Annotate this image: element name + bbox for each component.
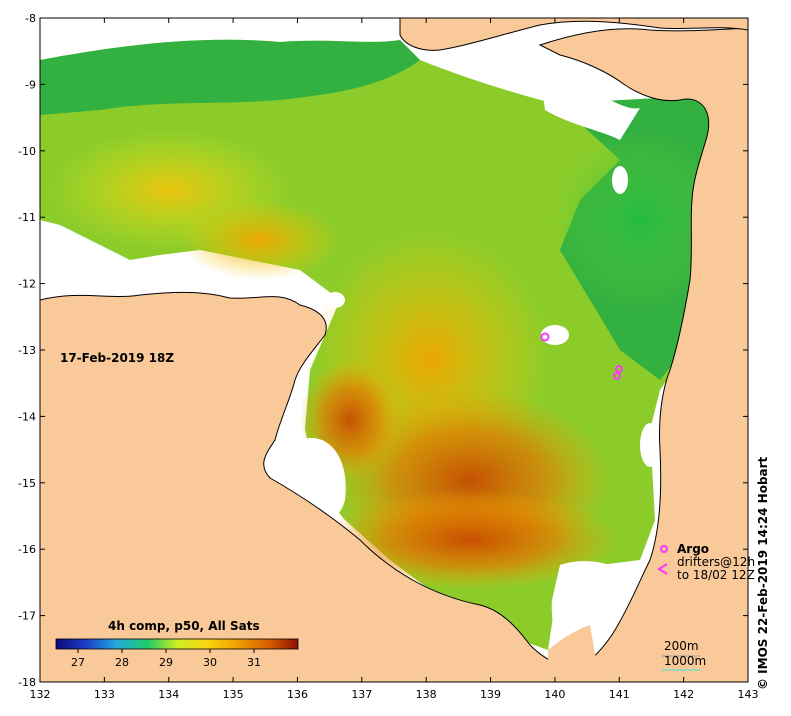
- lat-tick-label: -15: [18, 477, 36, 490]
- argo-legend-label: Argo: [677, 542, 709, 556]
- lon-tick-label: 132: [30, 688, 51, 701]
- lat-tick-label: -8: [25, 12, 36, 25]
- drifter-arrow-icon: [657, 563, 668, 575]
- lon-tick-label: 135: [223, 688, 244, 701]
- lat-tick-label: -12: [18, 278, 36, 291]
- lat-tick-label: -17: [18, 610, 36, 623]
- colorbar-label: 30: [203, 656, 217, 669]
- colorbar-label: 28: [115, 656, 129, 669]
- lat-tick-label: -10: [18, 145, 36, 158]
- depth-200-label: 200m: [664, 639, 699, 653]
- lon-tick-label: 139: [480, 688, 501, 701]
- lat-tick-label: -14: [18, 410, 36, 423]
- lon-tick-label: 143: [738, 688, 759, 701]
- credit-text: © IMOS 22-Feb-2019 14:24 Hobart: [756, 456, 770, 690]
- colorbar-label: 29: [159, 656, 173, 669]
- colorbar: 4h comp, p50, All Sats 27 28 29 30 31: [55, 619, 299, 669]
- lon-tick-label: 134: [158, 688, 179, 701]
- argo-float-marker: [615, 365, 623, 373]
- lon-tick-label: 138: [416, 688, 437, 701]
- argo-floats: [540, 332, 623, 380]
- drifters-label-line2: to 18/02 12Z: [677, 568, 755, 582]
- lat-tick-label: -13: [18, 344, 36, 357]
- lon-tick-label: 137: [351, 688, 372, 701]
- drifters-label-line1: drifters@12h: [677, 555, 755, 569]
- depth-1000-label: 1000m: [664, 654, 706, 668]
- argo-float-marker: [613, 372, 621, 380]
- lon-tick-label: 133: [94, 688, 115, 701]
- lat-tick-label: -11: [18, 211, 36, 224]
- sst-field: [40, 39, 748, 650]
- lat-tick-label: -9: [25, 78, 36, 91]
- colorbar-label: 31: [247, 656, 261, 669]
- depth-legend: 200m 1000m: [662, 639, 706, 671]
- longitude-axis: 132 133 134 135 136 137 138 139 140 141 142 143: [30, 18, 759, 701]
- lon-tick-label: 142: [673, 688, 694, 701]
- argo-float-marker: [540, 332, 550, 342]
- colorbar-label: 27: [71, 656, 85, 669]
- lat-tick-label: -18: [18, 676, 36, 689]
- colorbar-labels: 27 28 29 30 31: [71, 649, 261, 669]
- drifter-legend: Argo drifters@12h to 18/02 12Z: [657, 542, 755, 582]
- colorbar-title: 4h comp, p50, All Sats: [108, 619, 260, 633]
- timestamp-label: 17-Feb-2019 18Z: [60, 351, 174, 365]
- colorbar-gradient: [55, 638, 299, 650]
- argo-legend-icon: [660, 545, 668, 553]
- lon-tick-label: 140: [544, 688, 565, 701]
- lon-tick-label: 141: [609, 688, 630, 701]
- land: [40, 18, 748, 682]
- lat-tick-label: -16: [18, 543, 36, 556]
- latitude-axis: -8 -9 -10 -11 -12 -13 -14 -15 -16 -17 -18: [18, 12, 748, 689]
- lon-tick-label: 136: [287, 688, 308, 701]
